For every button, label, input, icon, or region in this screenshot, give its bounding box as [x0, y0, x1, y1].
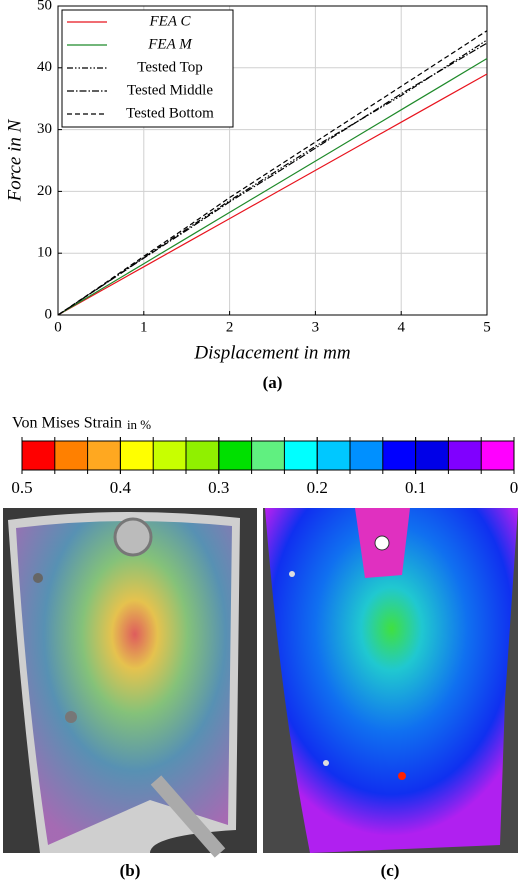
colorbar-tick-label: 0.2 [307, 478, 328, 497]
colorbar-cell [350, 441, 383, 470]
photo-c [263, 508, 518, 853]
y-tick-label: 50 [37, 0, 52, 13]
legend-label: FEA C [149, 13, 192, 29]
colorbar-cell [251, 441, 285, 470]
colorbar-cell [186, 441, 219, 470]
colorbar-cell [448, 441, 482, 470]
photo-b [3, 508, 257, 858]
colorbar-unit: in % [127, 417, 151, 432]
colorbar-tick-label: 0.3 [208, 478, 229, 497]
colorbar-tick-label: 0.1 [405, 478, 426, 497]
colorbar-cell [382, 441, 416, 470]
x-tick-label: 2 [226, 319, 234, 335]
colorbar-cell [22, 441, 55, 470]
x-tick-label: 1 [140, 319, 148, 335]
colorbar-tick-label: 0.5 [11, 478, 32, 497]
series-line [57, 42, 488, 316]
colorbar-tick-label: 0.4 [110, 478, 132, 497]
y-tick-label: 20 [37, 183, 52, 199]
y-tick-label: 40 [37, 59, 52, 75]
legend-label: FEA M [147, 36, 193, 52]
series-line [57, 58, 488, 316]
colorbar-cell [317, 441, 350, 470]
caption: (c) [381, 861, 400, 880]
legend-label: Tested Middle [127, 82, 213, 98]
x-tick-label: 4 [397, 319, 405, 335]
x-tick-label: 3 [312, 319, 320, 335]
series-line [57, 30, 488, 316]
colorbar-cell [284, 441, 318, 470]
y-tick-label: 0 [45, 306, 53, 322]
colorbar-cell [218, 441, 252, 470]
x-tick-label: 5 [483, 319, 491, 335]
series-line [57, 73, 488, 316]
caption: (b) [120, 861, 141, 880]
colorbar-cell [87, 441, 121, 470]
series-line [57, 39, 488, 316]
colorbar-tick-label: 0 [510, 478, 519, 497]
colorbar-cell [120, 441, 154, 470]
x-axis-label: Displacement in mm [193, 342, 350, 363]
y-tick-label: 30 [37, 121, 52, 137]
y-tick-label: 10 [37, 245, 52, 261]
y-axis-label: Force in N [4, 118, 25, 202]
legend-label: Tested Top [137, 59, 203, 75]
x-tick-label: 0 [54, 319, 62, 335]
legend-label: Tested Bottom [126, 105, 214, 121]
colorbar-cell [481, 441, 514, 470]
colorbar-title: Von Mises Strain [12, 415, 122, 432]
colorbar-cell [153, 441, 186, 470]
axes-box [57, 5, 488, 316]
colorbar-cell [54, 441, 88, 470]
colorbar-cell [415, 441, 449, 470]
caption: (a) [263, 373, 283, 392]
